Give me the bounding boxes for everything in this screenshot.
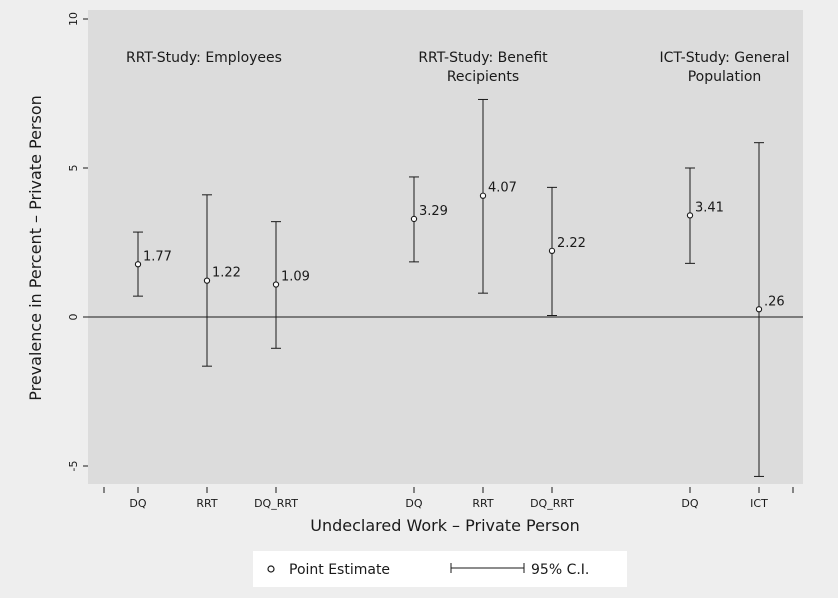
point-label: 1.77	[143, 249, 172, 264]
legend-point-label: Point Estimate	[289, 562, 390, 578]
x-tick-label: RRT	[196, 497, 217, 510]
point-estimate	[686, 212, 694, 219]
point-label: 2.22	[557, 236, 586, 251]
x-tick-label: DQ	[129, 497, 146, 510]
x-tick-label: ICT	[750, 497, 768, 510]
x-axis: DQ RRT DQ_RRT DQ RRT DQ_RRT DQ ICT	[103, 487, 794, 510]
x-tick-label: DQ	[405, 497, 422, 510]
group-label: RRT-Study: Employees	[126, 50, 282, 66]
point-estimate	[755, 306, 763, 313]
point-label: 1.09	[281, 270, 310, 285]
x-tick-label: DQ	[681, 497, 698, 510]
y-tick-label: 5	[67, 165, 80, 172]
y-tick-label: 0	[67, 314, 80, 321]
legend: Point Estimate 95% C.I.	[253, 551, 627, 587]
point-estimate	[410, 215, 418, 223]
legend-box	[253, 551, 627, 587]
point-label: 3.29	[419, 204, 448, 219]
y-tick-label: 10	[67, 12, 80, 26]
point-label: 4.07	[488, 181, 517, 196]
group-label: RRT-Study: Benefit	[418, 50, 548, 66]
y-tick-label: -5	[67, 461, 80, 472]
point-estimate	[134, 261, 142, 268]
legend-interval-label: 95% C.I.	[531, 562, 589, 578]
point-label: .26	[764, 294, 785, 309]
x-tick-label: DQ_RRT	[530, 497, 574, 510]
group-labels: RRT-Study: Employees RRT-Study: Benefit Re…	[126, 50, 789, 85]
y-axis: -5 0 5 10	[67, 12, 88, 471]
point-estimate	[203, 277, 211, 284]
point-estimate	[272, 281, 280, 288]
y-axis-title: Prevalence in Percent – Private Person	[26, 95, 45, 401]
point-estimate	[479, 192, 487, 199]
x-tick-label: DQ_RRT	[254, 497, 298, 510]
group-label: Recipients	[447, 69, 519, 85]
group-label: ICT-Study: General	[660, 50, 790, 66]
x-axis-title: Undeclared Work – Private Person	[310, 516, 580, 535]
point-label: 3.41	[695, 200, 724, 215]
point-estimate	[548, 247, 556, 254]
group-label: Population	[688, 69, 762, 85]
point-label: 1.22	[212, 266, 241, 281]
chart-marks: 1.77 1.22 1.09 3.29 4.07 2.22 3.41 .26	[133, 98, 785, 477]
x-tick-label: RRT	[472, 497, 493, 510]
legend-point-marker	[267, 565, 275, 573]
